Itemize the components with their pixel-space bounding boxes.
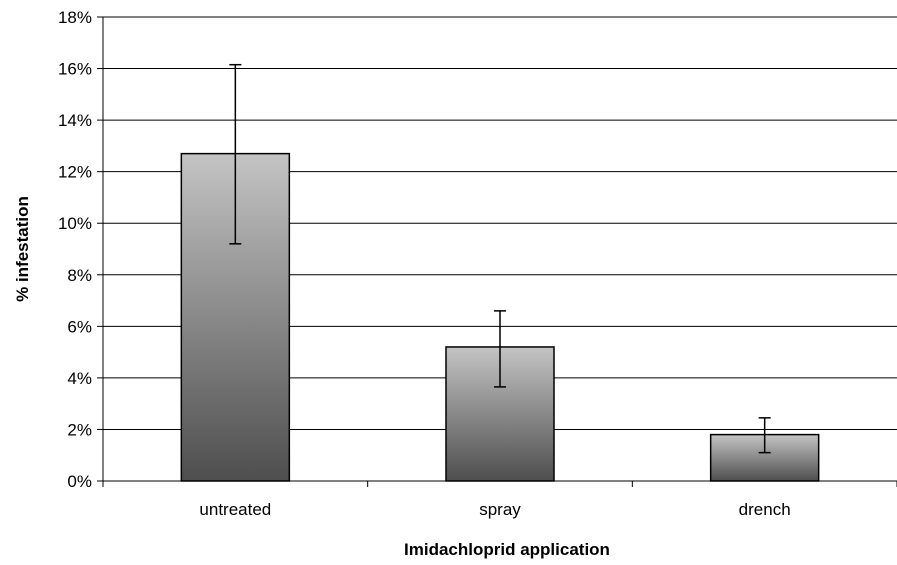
y-axis-title: % infestation	[13, 196, 32, 302]
error-bar-drench	[758, 417, 771, 454]
y-tick-label: 12%	[58, 163, 92, 182]
x-tick-label: drench	[739, 500, 791, 519]
x-axis-title: Imidachloprid application	[404, 540, 610, 559]
y-tick-label: 8%	[67, 266, 92, 285]
error-bar-spray	[494, 310, 506, 388]
error-bar-untreated	[229, 63, 242, 245]
error-bars	[229, 63, 771, 454]
y-tick-label: 14%	[58, 111, 92, 130]
y-tick-label: 16%	[58, 60, 92, 79]
y-tick-label: 0%	[67, 472, 92, 491]
y-tick-label: 4%	[67, 369, 92, 388]
y-tick-label: 10%	[58, 214, 92, 233]
x-tick-label: untreated	[199, 500, 271, 519]
y-tick-label: 2%	[67, 420, 92, 439]
x-tick-label: spray	[479, 500, 521, 519]
y-tick-label: 18%	[58, 8, 92, 27]
tick-labels: 0% 2% 4% 6% 8% 10% 12% 14% 16% 18% untreated spray d…	[58, 8, 791, 519]
axes	[97, 16, 897, 487]
y-tick-label: 6%	[67, 317, 92, 336]
